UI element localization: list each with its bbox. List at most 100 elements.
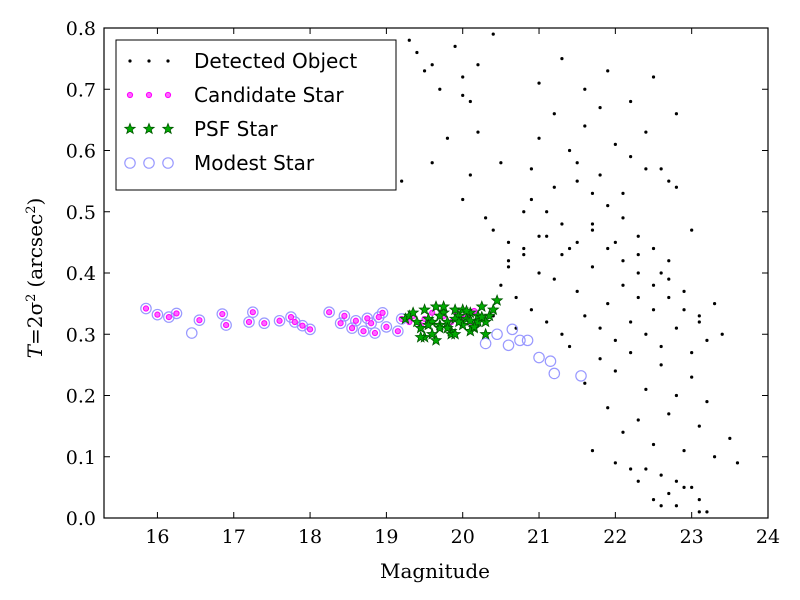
detected-object-point — [537, 234, 541, 238]
detected-object-point — [629, 320, 633, 324]
detected-object-point — [445, 136, 450, 140]
detected-object-point — [468, 173, 472, 177]
detected-object-point — [659, 473, 663, 477]
modest-star-point — [247, 306, 259, 318]
y-axis: 0.0 0.1 0.2 0.3 0.4 0.5 0.6 0.7 0.8 — [66, 18, 768, 530]
psf-star-point — [414, 321, 428, 334]
modest-star-point — [304, 323, 316, 336]
candidate-star-point — [249, 309, 256, 316]
modest-star-point — [533, 351, 545, 364]
legend-marker — [147, 59, 151, 63]
legend-marker — [161, 122, 175, 135]
y-axis-label-symbol: T — [23, 343, 47, 358]
detected-object-point — [621, 216, 625, 220]
legend-marker — [124, 157, 136, 169]
x-tick-label: 19 — [374, 526, 398, 548]
psf-star-point — [422, 318, 435, 331]
legend-label: Modest Star — [194, 151, 315, 175]
detected-object-point — [659, 167, 663, 171]
detected-object-point — [590, 191, 595, 195]
detected-object-point — [705, 400, 709, 404]
candidate-star-point — [173, 310, 180, 317]
detected-object-point — [400, 179, 404, 183]
detected-object-point — [468, 99, 472, 104]
candidate-star-point — [326, 309, 333, 316]
x-tick-label: 20 — [451, 526, 475, 548]
detected-object-point — [529, 308, 534, 312]
detected-object-point — [667, 412, 671, 416]
modest-star-point — [548, 367, 561, 380]
detected-object-point — [705, 338, 709, 342]
psf-star-point — [437, 300, 450, 313]
detected-object-point — [690, 485, 694, 489]
candidate-star-point — [245, 318, 253, 326]
detected-object-point — [651, 246, 656, 251]
modest-star-point — [365, 317, 377, 330]
modest-star-point — [479, 337, 492, 350]
detected-object-point — [438, 87, 442, 91]
candidate-star-point — [394, 328, 401, 335]
legend-marker — [126, 91, 134, 99]
detected-object-point — [667, 295, 671, 300]
psf-star-point — [483, 309, 496, 322]
detected-object-point — [682, 308, 686, 312]
detected-object-point — [598, 326, 602, 330]
detected-object-point — [606, 246, 610, 251]
detected-object-point — [697, 424, 701, 428]
modest-star-point — [372, 311, 385, 323]
detected-object-point — [552, 185, 556, 189]
modest-star-point — [151, 308, 164, 321]
detected-object-point — [621, 430, 625, 434]
detected-object-point — [720, 332, 724, 336]
psf-star-point — [467, 320, 481, 333]
x-tick-label: 17 — [222, 526, 246, 548]
detected-object-point — [606, 204, 610, 208]
candidate-star-point — [219, 310, 226, 318]
detected-object-point — [590, 228, 595, 232]
detected-object-point — [697, 320, 701, 324]
modest-star-point — [350, 314, 362, 327]
psf-star-point — [452, 315, 466, 328]
plot-area — [140, 32, 740, 514]
modest-star-point — [521, 334, 534, 347]
modest-star-point — [243, 316, 255, 328]
detected-object-point — [621, 283, 625, 287]
modest-star-point — [163, 311, 175, 323]
detected-object-point — [659, 344, 663, 349]
y-tick-label: 0.4 — [66, 263, 96, 285]
psf-star-point — [475, 300, 489, 313]
detected-object-point — [644, 387, 648, 391]
modest-star-point — [323, 306, 335, 318]
detected-object-point — [476, 63, 480, 67]
detected-object-point — [522, 253, 526, 257]
detected-object-point — [629, 467, 633, 471]
detected-object-point — [583, 314, 587, 318]
modest-star-point — [346, 322, 358, 334]
legend-entry-candidate-star: Candidate Star — [126, 83, 344, 107]
detected-object-point — [583, 381, 587, 385]
psf-star-point — [414, 330, 428, 343]
y-tick-label: 0.3 — [66, 324, 96, 346]
candidate-star-point — [352, 317, 359, 324]
legend-marker — [123, 122, 137, 135]
candidate-star-point — [360, 328, 367, 335]
y-tick-label: 0.7 — [66, 79, 96, 101]
modest-star-point — [296, 319, 309, 332]
y-tick-label: 0.0 — [66, 508, 96, 530]
psf-star-point — [433, 321, 447, 334]
psf-star-point — [418, 303, 431, 316]
psf-star-point — [490, 293, 504, 306]
detected-object-point — [644, 167, 648, 171]
detected-object-point — [629, 351, 633, 355]
detected-object-point — [651, 283, 656, 287]
detected-object-point — [697, 498, 701, 502]
detected-object-point — [682, 485, 686, 489]
legend-marker — [162, 157, 174, 169]
detected-object-point — [598, 106, 602, 110]
detected-object-point — [506, 265, 511, 269]
detected-object-point — [453, 44, 457, 48]
detected-object-point — [567, 246, 572, 251]
y-tick-label: 0.6 — [66, 141, 96, 163]
detected-object-point — [560, 332, 564, 336]
detected-object-point — [560, 253, 564, 257]
